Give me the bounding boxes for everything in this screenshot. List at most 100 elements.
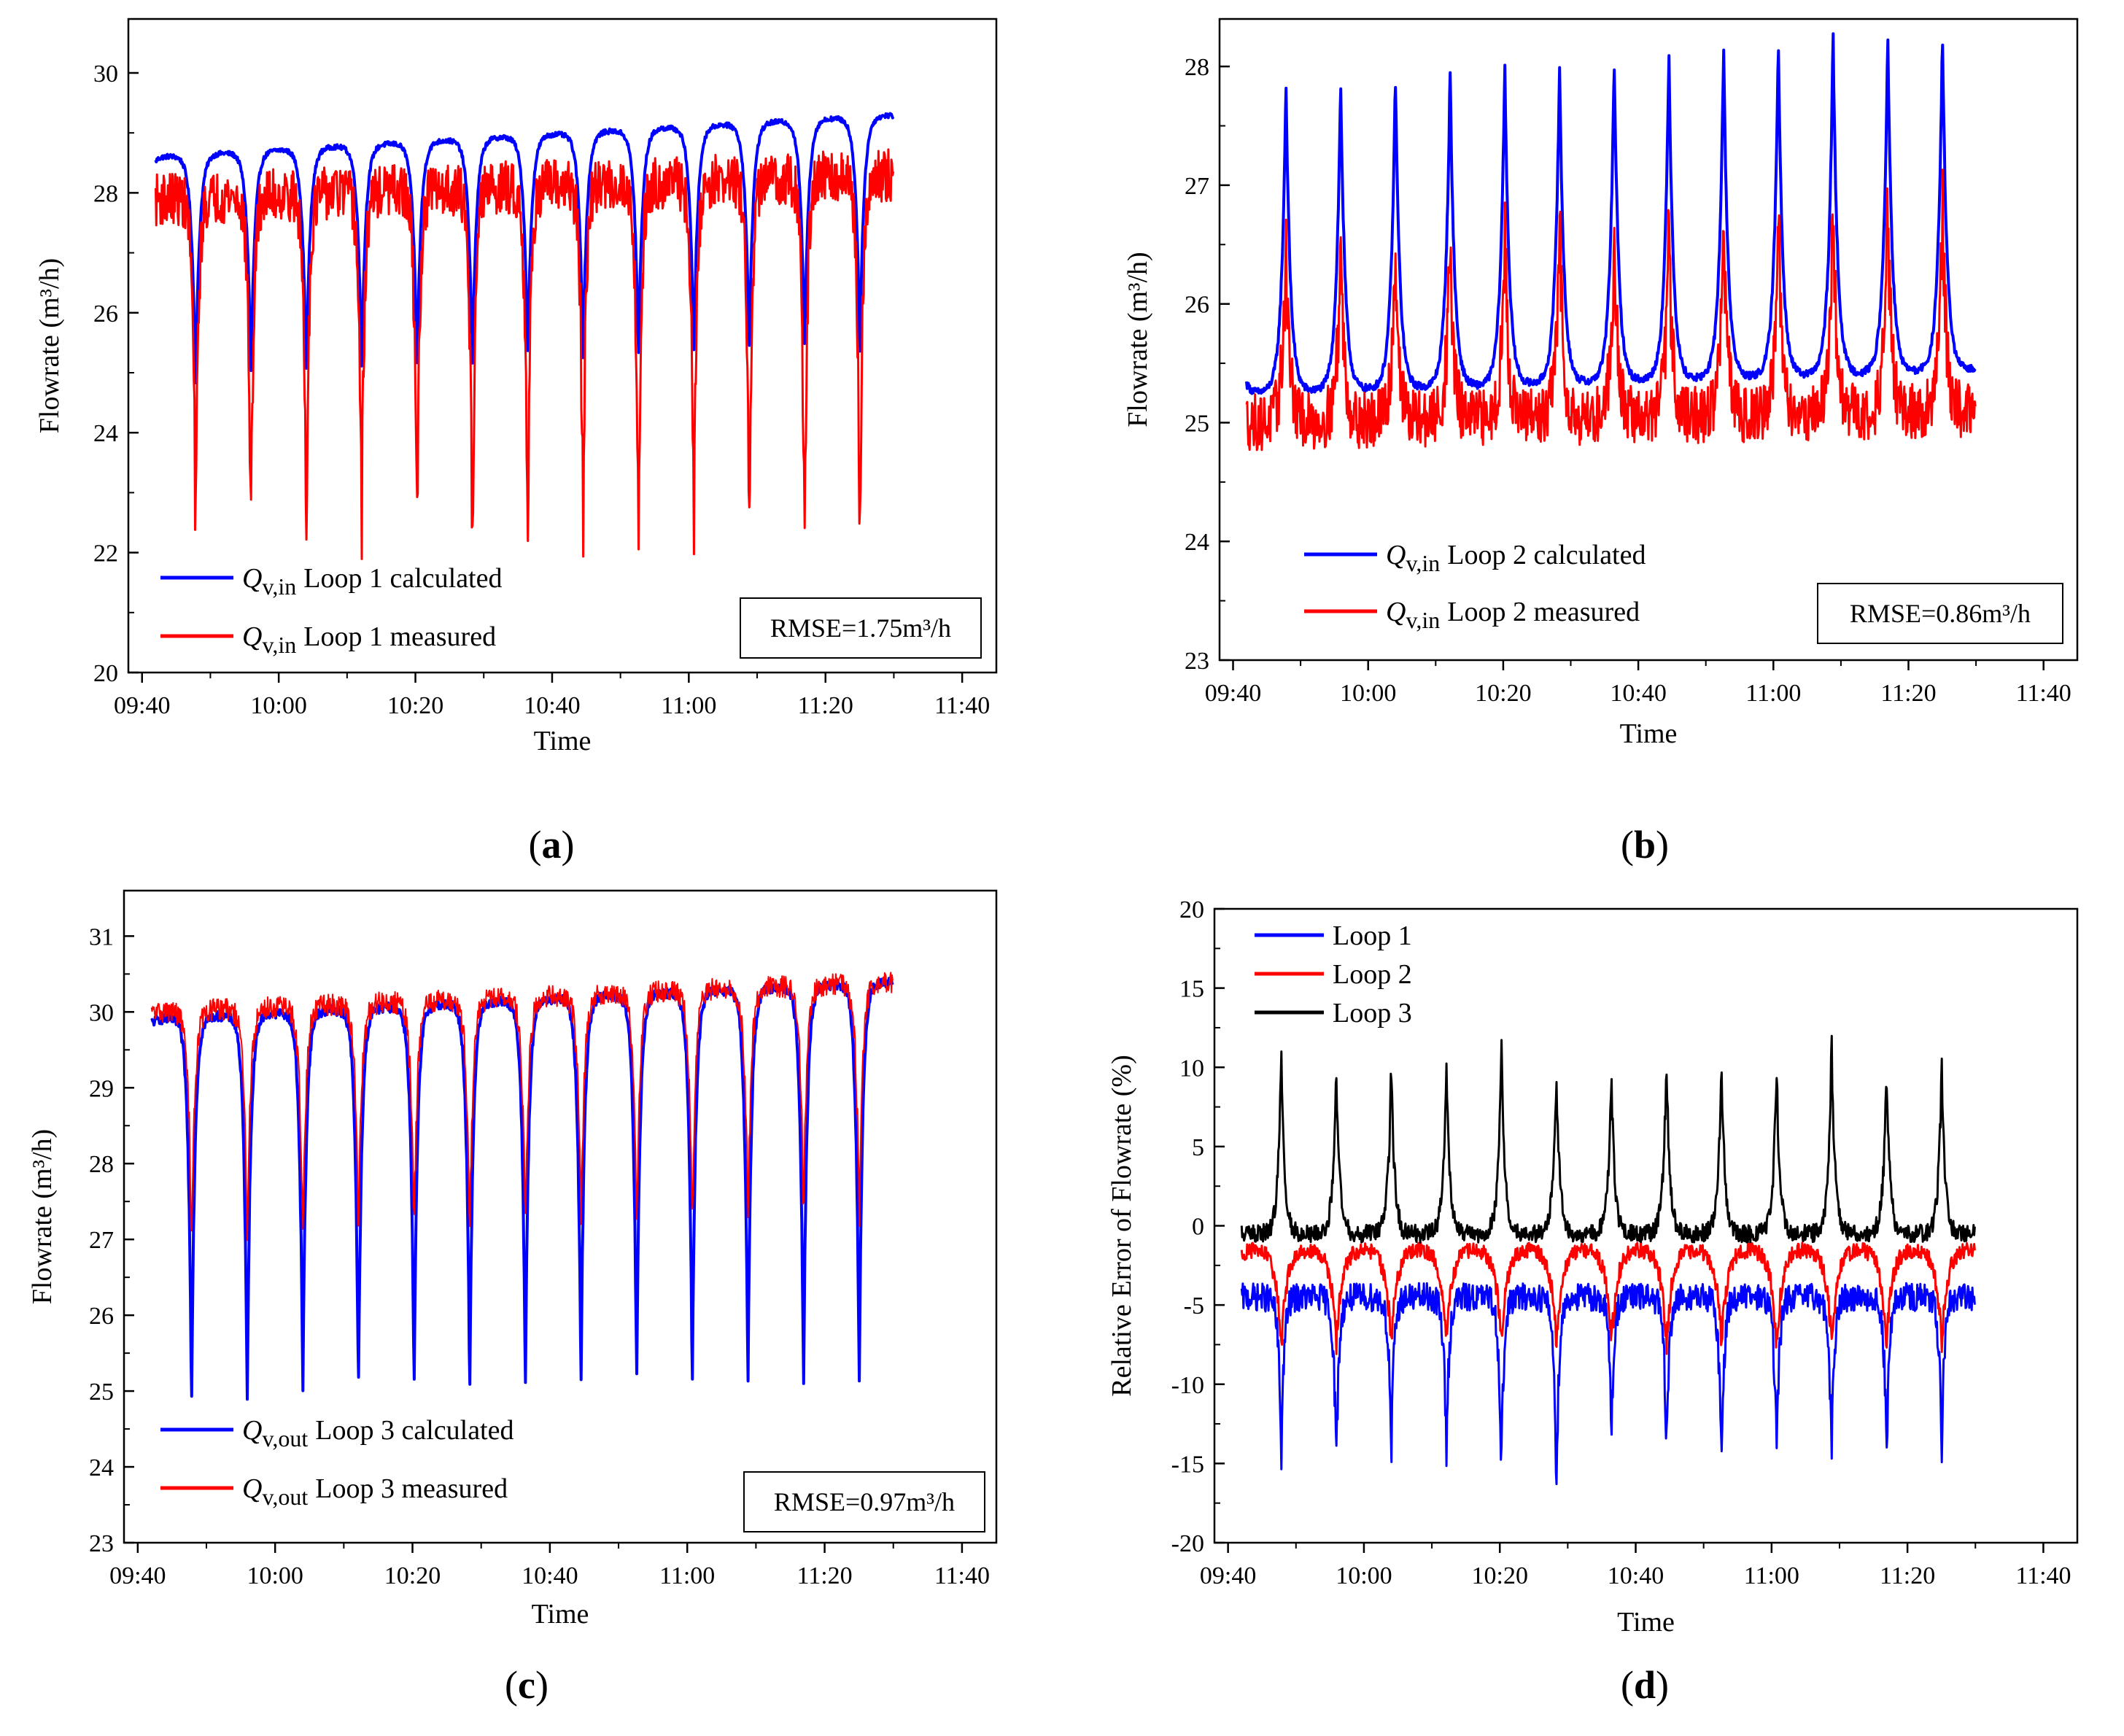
y-tick-label: 30 [89,999,114,1026]
panel-letter: d [1634,1663,1656,1707]
rmse-label: RMSE=0.97m³/h [774,1487,955,1516]
legend-subscript: v,in [1406,550,1440,576]
y-tick-label: -10 [1171,1372,1204,1399]
legend-symbol: Q [1386,540,1406,570]
y-tick-label: 26 [89,1303,114,1330]
x-axis-title: Time [1620,718,1678,749]
legend-label: Qv,out Loop 3 calculated [242,1415,513,1452]
x-tick-label: 11:40 [934,1562,990,1589]
panel-c: 23 24 25 26 27 28 29 30 31 09:40 10:00 10:20 10:40 11… [27,889,998,1707]
x-tick-label: 10:00 [1340,680,1396,707]
x-tick-label: 10:40 [522,1562,578,1589]
legend-text: Loop 3 calculated [315,1415,513,1446]
series-group [1245,32,1977,452]
y-tick-label: 25 [89,1379,114,1406]
series-line-1 [150,976,894,1401]
panel-letter: c [518,1663,535,1707]
legend-label: Qv,out Loop 3 measured [242,1473,508,1510]
y-axis-title: Flowrate (m³/h) [27,1129,58,1304]
x-tick-label: 10:20 [1472,1562,1528,1589]
y-tick-label: 20 [93,660,118,687]
series-line-3 [1240,1034,1976,1244]
y-tick-label: 24 [1185,529,1209,556]
y-tick-label: 15 [1179,976,1204,1003]
x-tick-label: 11:20 [798,692,853,719]
legend-label: Qv,in Loop 2 calculated [1386,540,1646,576]
y-tick-label: 26 [93,301,118,328]
y-tick-label: 29 [89,1075,114,1102]
x-tick-label: 11:40 [934,692,990,719]
y-tick-label: 28 [93,180,118,207]
legend-text: Loop 1 calculated [303,563,502,594]
x-tick-label: 11:40 [2015,1562,2071,1589]
y-tick-label: 22 [93,540,118,567]
legend-symbol: Q [242,1415,262,1446]
rmse-box [743,1471,985,1532]
plot-frame [127,18,998,674]
series-line-2 [1245,168,1977,452]
rmse-label: RMSE=0.86m³/h [1850,599,2031,628]
x-tick-label: 11:00 [659,1562,715,1589]
y-tick-label: 23 [89,1530,114,1557]
series-line-2 [155,148,895,560]
y-axis-title: Flowrate (m³/h) [1123,252,1153,427]
panel-b: 23 24 25 26 27 28 09:40 10:00 10:20 10:40 11:00 11:… [1123,18,2079,867]
x-tick-label: 10:20 [387,692,443,719]
legend-label: Loop 2 [1333,959,1412,990]
y-tick-label: 0 [1192,1214,1204,1241]
y-tick-label: 28 [1185,54,1209,81]
legend: Qv,in Loop 1 calculated Qv,in Loop 1 measur… [160,563,502,658]
x-tick-label: 09:40 [1200,1562,1256,1589]
y-axis-title: Relative Error of Flowrate (%) [1106,1055,1137,1397]
y-tick-label: 20 [1179,896,1204,923]
series-group [1240,1034,1976,1486]
legend-label: Qv,in Loop 1 measured [242,621,496,658]
legend-label: Loop 1 [1333,921,1412,951]
series-group [154,112,895,560]
x-tick-label: 09:40 [1205,680,1261,707]
x-tick-label: 11:20 [1880,1562,1935,1589]
y-tick-label: 28 [89,1151,114,1178]
panel-label: (d) [1621,1663,1669,1707]
x-tick-label: 11:00 [1745,680,1801,707]
legend-label: Loop 3 [1333,998,1412,1028]
series-line-1 [154,112,895,384]
legend-text: Loop 2 calculated [1447,540,1646,570]
series-line-2 [150,972,894,1241]
y-tick-label: 24 [89,1454,114,1481]
panel-letter: b [1634,823,1656,867]
series-group [150,972,894,1401]
legend-subscript: v,in [262,632,296,658]
x-tick-label: 11:40 [2016,680,2071,707]
x-tick-label: 10:20 [1475,680,1531,707]
legend-text: Loop 2 measured [1447,597,1640,627]
x-axis-title: Time [1617,1607,1675,1638]
x-tick-label: 11:00 [661,692,716,719]
panel-letter: a [542,823,562,867]
y-tick-label: -5 [1184,1293,1204,1320]
legend-symbol: Q [242,563,262,594]
x-tick-label: 10:00 [1336,1562,1392,1589]
y-tick-label: 27 [1185,173,1209,200]
x-tick-label: 10:40 [524,692,580,719]
y-tick-label: -15 [1171,1451,1204,1478]
plot-frame [1218,18,2079,662]
y-tick-label: 24 [93,420,118,447]
y-tick-label: 10 [1179,1055,1204,1082]
legend-label: Qv,in Loop 2 measured [1386,597,1640,633]
legend-subscript: v,out [262,1425,308,1452]
y-tick-label: 5 [1192,1134,1204,1161]
x-tick-label: 09:40 [109,1562,166,1589]
series-line-2 [1240,1241,1976,1355]
x-tick-label: 11:20 [796,1562,852,1589]
y-tick-label: 23 [1185,648,1209,675]
legend-text: Loop 3 measured [315,1473,508,1504]
y-tick-label: 31 [89,923,114,950]
legend-symbol: Q [242,621,262,652]
x-axis-title: Time [532,1599,589,1630]
rmse-box [1817,583,2063,644]
y-tick-label: 25 [1185,410,1209,437]
x-tick-label: 10:20 [384,1562,441,1589]
y-tick-label: 27 [89,1227,114,1254]
x-axis-title: Time [534,726,592,756]
